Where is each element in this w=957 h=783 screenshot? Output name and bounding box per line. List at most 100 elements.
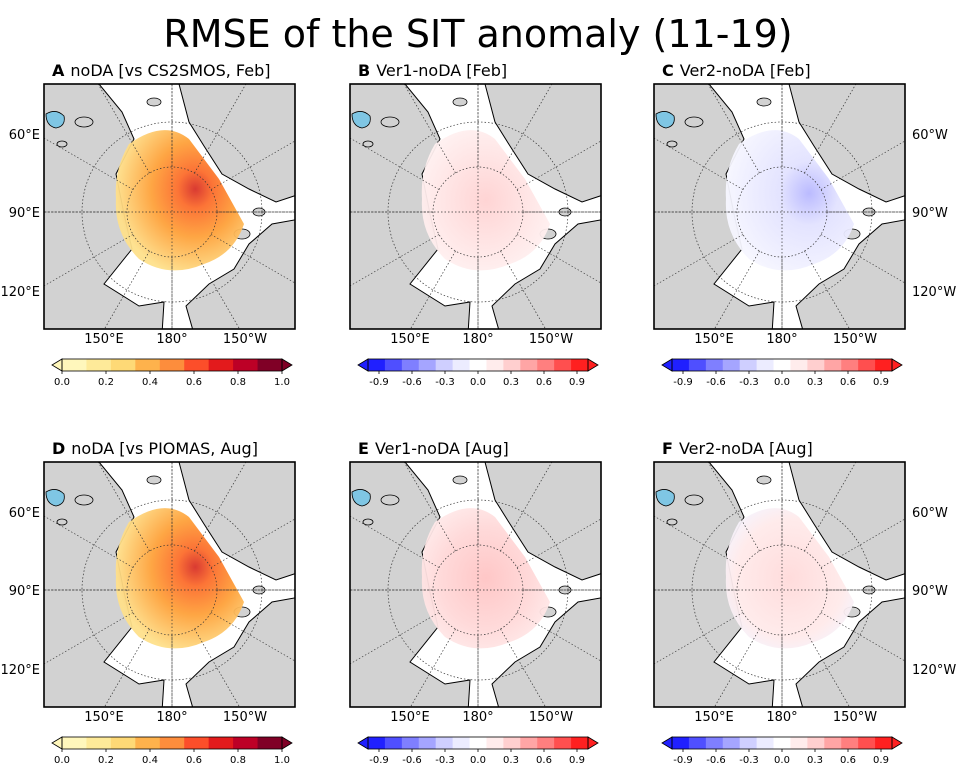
meridian	[194, 250, 240, 329]
panel-letter: E	[358, 439, 369, 458]
colorbar-segment	[790, 359, 808, 371]
island	[56, 140, 68, 148]
panel-title-text: Ver1-noDA [Feb]	[376, 61, 507, 80]
colorbar-segment	[86, 737, 112, 749]
map-body	[44, 462, 295, 707]
north-america-land	[185, 219, 295, 329]
meridian	[820, 612, 905, 662]
colorbar-segment	[773, 359, 791, 371]
meridian	[500, 250, 546, 329]
colorbar-segment	[672, 737, 690, 749]
map-frame	[349, 83, 602, 330]
colorbar-segment	[401, 737, 420, 749]
island	[666, 518, 678, 526]
panel-title: B Ver1-noDA [Feb]	[358, 61, 507, 80]
island	[74, 116, 94, 128]
colorbar-segment	[233, 737, 259, 749]
island	[362, 518, 374, 526]
panel-letter: F	[662, 439, 673, 458]
colorbar-tick-label: -0.3	[739, 377, 759, 388]
colorbar-segment	[756, 359, 775, 371]
colorbar-segment	[384, 359, 403, 371]
colorbar: -0.9 -0.6 -0.3 0.0 0.3 0.6 0.9	[661, 358, 903, 388]
colorbar-tick-label: 0.3	[503, 377, 519, 388]
colorbar-tick-label: 0.0	[774, 377, 790, 388]
meridian	[350, 612, 440, 665]
colorbar-tick-label: 0.0	[54, 377, 70, 388]
lon-label-left: 60°E	[9, 128, 40, 143]
lon-label-bottom: 180°	[462, 710, 493, 725]
lon-label-bottom: 180°	[766, 332, 797, 347]
meridian	[516, 612, 601, 662]
colorbar-extend-low	[51, 358, 63, 372]
colorbar-segment	[135, 737, 161, 749]
lon-label-left: 90°E	[9, 206, 40, 221]
lon-label-bottom: 180°	[766, 710, 797, 725]
meridian	[804, 628, 850, 707]
meridian	[820, 234, 905, 284]
colorbar-segment	[435, 359, 454, 371]
meridian	[707, 462, 760, 552]
colorbar-segment	[435, 737, 454, 749]
meridian	[210, 612, 295, 662]
meridian	[97, 84, 150, 174]
colorbar-segment	[875, 737, 893, 749]
colorbar-tick-label: -0.9	[673, 377, 693, 388]
colorbar-segment	[824, 359, 842, 371]
colorbar-extend-low	[357, 736, 369, 750]
lon-label-bottom: 150°W	[529, 332, 573, 347]
meridian	[654, 515, 744, 568]
panel-F: F Ver2-noDA [Aug] 60°W 90°W 120°W 150°E 180° 15…	[653, 439, 956, 766]
panel-letter: A	[52, 61, 65, 80]
panel-letter: C	[662, 61, 674, 80]
lon-label-bottom: 150°W	[833, 710, 877, 725]
colorbar: -0.9 -0.6 -0.3 0.0 0.3 0.6 0.9	[661, 736, 903, 766]
panel-title-text: Ver2-noDA [Feb]	[680, 61, 811, 80]
colorbar-segment	[688, 359, 707, 371]
lon-label-bottom: 180°	[462, 332, 493, 347]
colorbar-tick-label: -0.9	[369, 755, 389, 766]
colorbar-segment	[722, 737, 741, 749]
colorbar-segment	[452, 359, 471, 371]
island	[146, 97, 162, 107]
meridian	[44, 515, 134, 568]
greenland-land	[178, 84, 295, 203]
colorbar-segment	[739, 359, 758, 371]
lake	[655, 489, 675, 507]
meridian	[210, 140, 295, 190]
colorbar-tick-label: -0.3	[435, 377, 455, 388]
colorbar-segment	[705, 737, 724, 749]
colorbar-segment	[110, 737, 136, 749]
map-frame	[43, 461, 296, 708]
meridian	[804, 462, 857, 552]
colorbar-segment	[208, 737, 234, 749]
colorbar-extend-high	[587, 736, 599, 750]
lake	[655, 111, 675, 129]
colorbar-segment	[756, 737, 775, 749]
colorbar-segment	[469, 737, 487, 749]
panel-B: B Ver1-noDA [Feb]150°E 180° 150°W-0.9 -0.6 -0…	[349, 61, 602, 388]
colorbar-outline	[61, 736, 283, 750]
colorbar-tick-label: 0.3	[807, 377, 823, 388]
map-frame	[43, 83, 296, 330]
lon-label-bottom: 150°E	[390, 710, 430, 725]
panel-title-text: noDA [vs CS2SMOS, Feb]	[70, 61, 270, 80]
meridian	[714, 250, 760, 329]
colorbar-tick-label: 0.4	[142, 377, 158, 388]
colorbar-segment	[705, 359, 724, 371]
colorbar-extend-high	[281, 736, 293, 750]
meridian	[820, 518, 905, 568]
meridian	[210, 234, 295, 284]
colorbar-segment	[401, 359, 420, 371]
lon-label-bottom: 150°E	[390, 332, 430, 347]
colorbar-tick-label: -0.9	[673, 755, 693, 766]
colorbar-tick-label: 0.0	[470, 377, 486, 388]
colorbar-tick-label: -0.6	[402, 377, 422, 388]
colorbar-segment	[875, 359, 893, 371]
colorbar-tick-label: -0.3	[739, 755, 759, 766]
lon-label-right: 90°W	[912, 206, 948, 221]
lon-label-right: 90°W	[912, 584, 948, 599]
lon-label-bottom: 150°E	[84, 332, 124, 347]
lon-label-left: 60°E	[9, 506, 40, 521]
